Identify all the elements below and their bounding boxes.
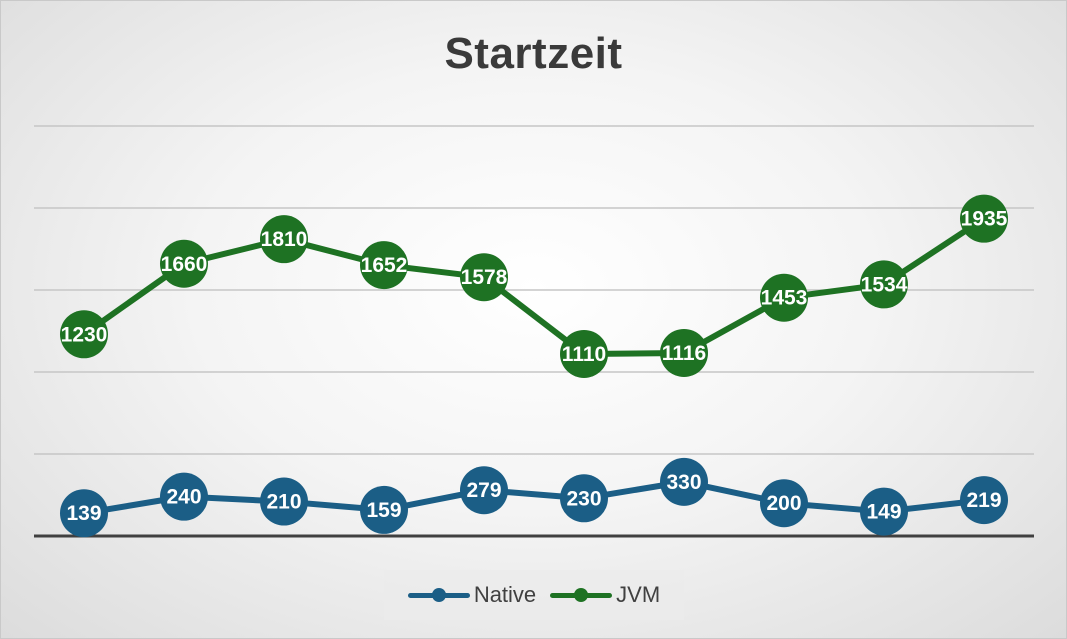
legend-swatch-native — [407, 588, 470, 602]
data-point-jvm — [60, 310, 108, 359]
series-line-native — [81, 478, 987, 517]
data-label-jvm: 1660 — [161, 253, 208, 276]
data-point-native — [560, 474, 608, 523]
data-point-jvm — [360, 241, 408, 290]
data-point-jvm — [160, 239, 208, 288]
data-point-jvm — [560, 329, 608, 378]
data-label-native: 240 — [166, 486, 201, 509]
data-label-native: 149 — [866, 501, 901, 524]
data-label-jvm: 1810 — [261, 228, 308, 251]
data-label-jvm: 1453 — [761, 287, 808, 310]
data-point-jvm — [960, 194, 1008, 243]
data-label-native: 219 — [966, 489, 1001, 512]
data-label-jvm: 1534 — [861, 273, 908, 296]
legend-label-jvm: JVM — [616, 582, 661, 607]
data-point-jvm — [260, 215, 308, 264]
data-point-native — [460, 466, 508, 515]
data-label-jvm: 1578 — [461, 266, 508, 289]
data-point-jvm — [760, 273, 808, 322]
data-point-jvm — [460, 253, 508, 302]
data-point-native — [860, 487, 908, 536]
data-label-native: 330 — [666, 471, 701, 494]
data-point-jvm — [860, 260, 908, 309]
data-point-native — [260, 477, 308, 526]
data-point-native — [760, 479, 808, 528]
data-point-native — [60, 489, 108, 538]
legend-item-native: Native — [407, 582, 537, 608]
legend: Native JVM — [384, 570, 684, 620]
series-line-jvm — [81, 215, 987, 357]
data-label-native: 200 — [766, 492, 801, 515]
data-point-native — [360, 485, 408, 534]
data-point-native — [160, 472, 208, 521]
data-label-jvm: 1935 — [961, 208, 1008, 231]
data-label-jvm: 1116 — [662, 342, 706, 365]
data-point-jvm — [660, 328, 708, 377]
data-point-native — [960, 476, 1008, 525]
data-label-jvm: 1110 — [562, 343, 606, 366]
data-label-native: 210 — [266, 491, 301, 514]
data-label-native: 139 — [66, 502, 101, 525]
legend-label-native: Native — [473, 582, 537, 607]
legend-swatch-jvm — [550, 588, 613, 602]
data-point-native — [660, 457, 708, 506]
data-label-jvm: 1230 — [61, 323, 108, 346]
data-label-jvm: 1652 — [361, 254, 408, 277]
data-label-native: 230 — [566, 487, 601, 510]
data-label-native: 159 — [366, 499, 401, 522]
data-label-native: 279 — [466, 479, 501, 502]
legend-item-jvm: JVM — [550, 582, 660, 608]
chart-title: Startzeit — [444, 29, 623, 78]
